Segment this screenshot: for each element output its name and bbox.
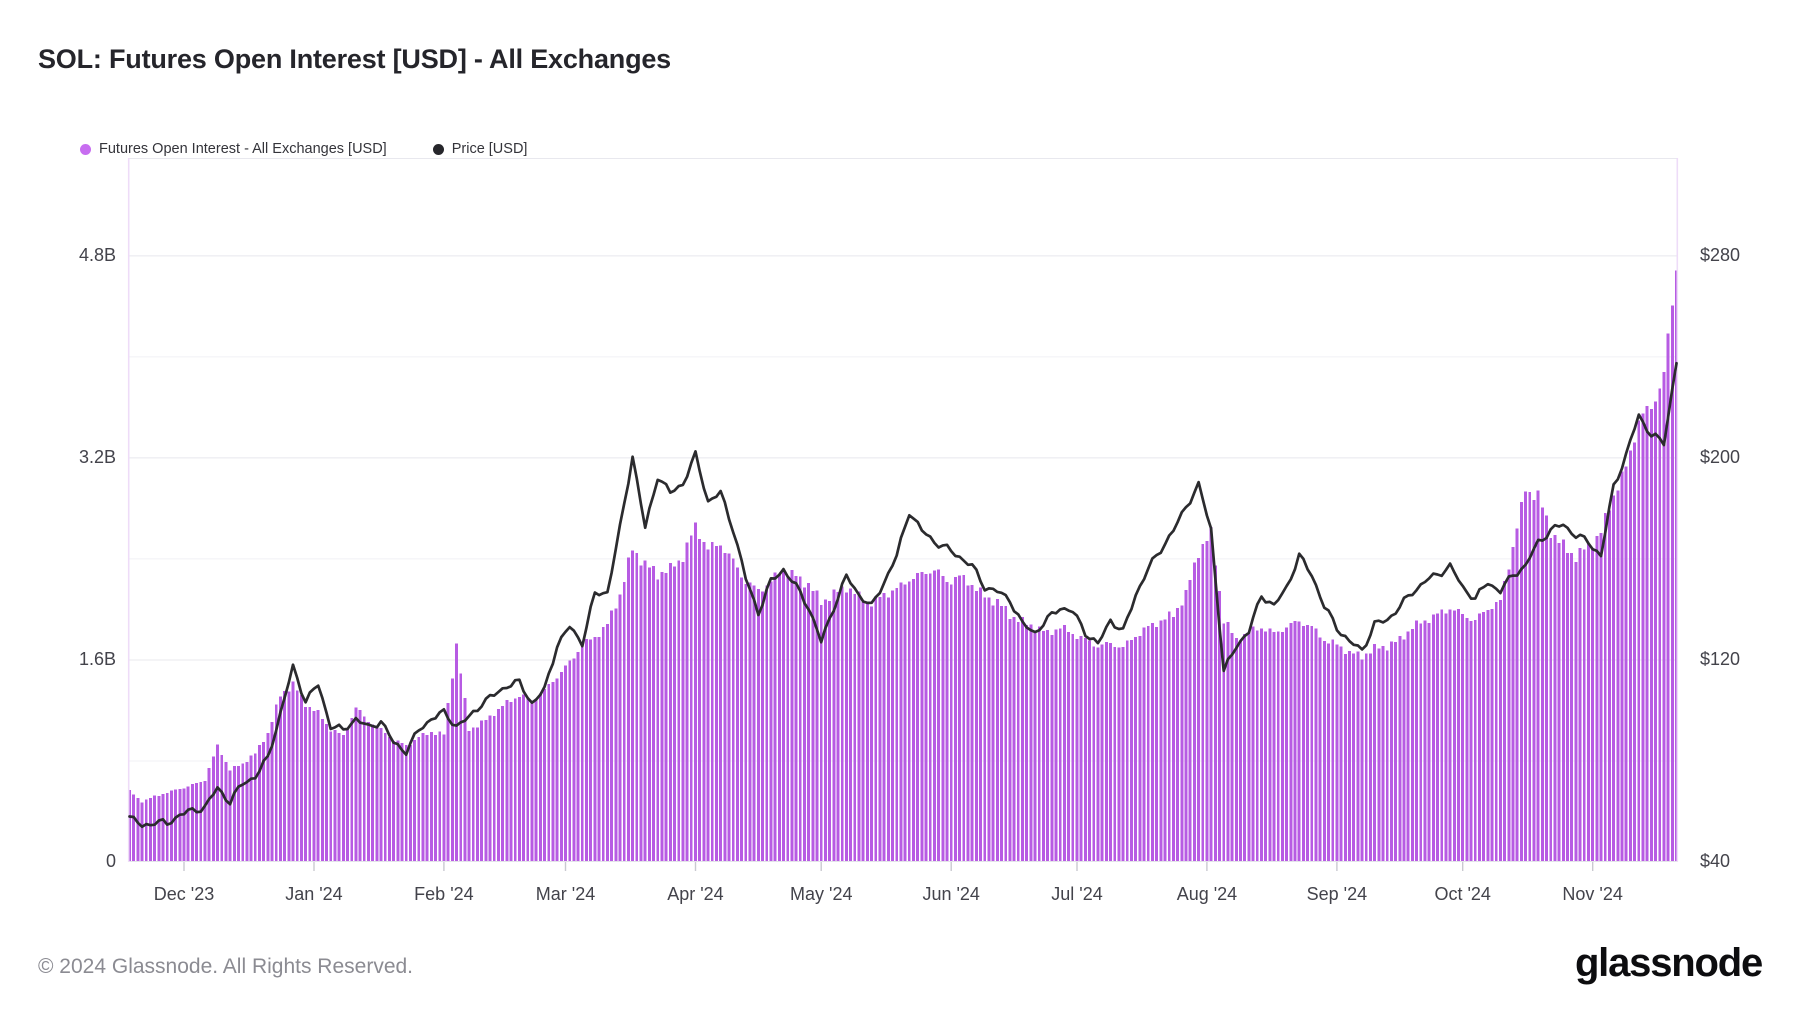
x-month-tick-label: Apr '24 [667, 884, 724, 904]
legend-item-open-interest[interactable]: Futures Open Interest - All Exchanges [U… [80, 141, 387, 157]
x-month-tick-label: Jul '24 [1051, 884, 1103, 904]
price-dot-icon [432, 143, 444, 155]
x-month-tick-label: Nov '24 [1562, 884, 1623, 904]
y-right-tick-label: $200 [1700, 446, 1741, 467]
y-left-tick-label: 3.2B [78, 446, 116, 467]
x-month-tick-label: Oct '24 [1434, 884, 1491, 904]
x-month-tick-label: Jun '24 [922, 884, 980, 904]
x-month-tick-label: Dec '23 [153, 884, 215, 904]
legend-label-price: Price [USD] [451, 141, 528, 157]
legend-label-open-interest: Futures Open Interest - All Exchanges [U… [99, 141, 387, 157]
page-title: SOL: Futures Open Interest [USD] - All E… [38, 44, 671, 74]
open-interest-dot-icon [80, 143, 91, 155]
glassnode-logo[interactable]: glassnode [1574, 941, 1763, 985]
y-left-tick-label: 1.6B [78, 648, 116, 669]
y-right-tick-label: $120 [1700, 648, 1741, 669]
y-right-tick-label: $40 [1700, 851, 1731, 871]
chart-canvas[interactable] [127, 158, 1679, 874]
x-month-tick-label: Jan '24 [285, 884, 343, 904]
x-month-tick-label: May '24 [790, 884, 853, 904]
y-right-tick-label: $280 [1700, 244, 1741, 265]
x-month-tick-label: Aug '24 [1176, 884, 1238, 904]
x-month-tick-label: Feb '24 [414, 884, 474, 904]
x-month-tick-label: Sep '24 [1306, 884, 1368, 904]
chart-legend: Futures Open Interest - All Exchanges [U… [80, 141, 527, 157]
y-left-tick-label: 4.8B [78, 244, 116, 265]
y-left-tick-label: 0 [105, 851, 116, 871]
x-month-tick-label: Mar '24 [535, 884, 596, 904]
legend-item-price[interactable]: Price [USD] [432, 141, 528, 157]
copyright-text: © 2024 Glassnode. All Rights Reserved. [38, 955, 414, 978]
plot-area[interactable] [127, 158, 1679, 871]
